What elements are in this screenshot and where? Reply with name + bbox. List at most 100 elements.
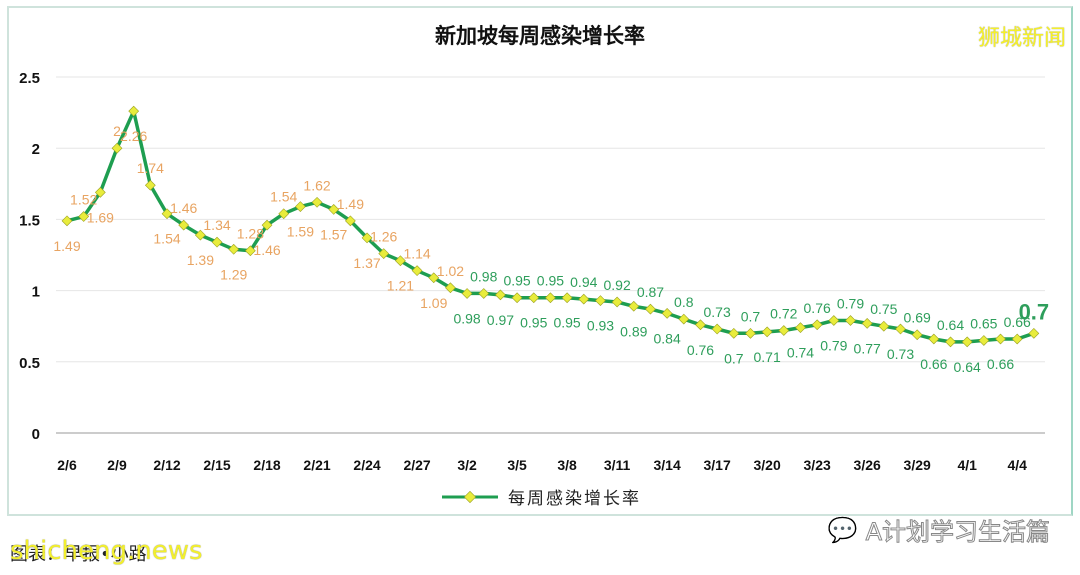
- y-tick-label: 0.5: [19, 355, 40, 372]
- data-label: 0.84: [653, 330, 680, 346]
- x-tick-label: 3/20: [754, 457, 781, 473]
- data-point-marker: [311, 196, 323, 208]
- data-point-marker: [828, 315, 840, 326]
- data-point-marker: [895, 323, 906, 335]
- data-point-marker: [78, 211, 90, 222]
- data-label: 1.59: [287, 224, 314, 240]
- data-label: 0.97: [487, 312, 514, 328]
- data-label: 1.39: [187, 252, 214, 268]
- data-label: 0.95: [537, 273, 564, 289]
- data-label: 1.74: [137, 160, 164, 176]
- data-point-marker: [411, 265, 423, 277]
- data-label: 0.7: [724, 350, 744, 366]
- data-point-marker: [645, 303, 656, 315]
- data-label: 0.76: [687, 342, 714, 358]
- data-point-marker: [511, 292, 523, 304]
- x-tick-label: 2/6: [57, 457, 77, 473]
- data-point-marker: [378, 248, 390, 259]
- data-point-marker: [478, 288, 490, 299]
- data-label: 0.89: [620, 323, 647, 339]
- data-label: 0.69: [904, 310, 931, 326]
- data-label: 0.75: [870, 301, 897, 317]
- watermark: shicheng.news: [10, 536, 203, 566]
- data-label: 0.73: [887, 346, 914, 362]
- data-point-marker: [761, 326, 773, 338]
- data-point-marker: [878, 320, 890, 332]
- data-point-marker: [295, 201, 306, 212]
- wechat-account-name: A计划学习生活篇: [865, 518, 1050, 547]
- data-label: 0.7: [741, 308, 761, 324]
- data-label: 1.69: [87, 209, 114, 225]
- data-point-marker: [845, 315, 856, 326]
- line-chart: 00.511.522.52/6 2/9 2/12 2/15 2/18 2/21 2/24 2/…: [19, 70, 1049, 473]
- data-point-marker: [695, 319, 706, 331]
- data-label: 0.64: [937, 317, 964, 333]
- data-label: 2.26: [120, 128, 147, 144]
- data-label: 1.09: [420, 295, 447, 311]
- data-point-marker: [495, 289, 506, 301]
- data-point-marker: [445, 282, 456, 294]
- brand-logo-text: 狮城新闻: [977, 26, 1066, 51]
- x-tick-label: 2/18: [253, 457, 280, 473]
- data-label: 0.87: [637, 284, 664, 300]
- data-point-marker: [578, 293, 590, 305]
- x-tick-label: 2/21: [303, 457, 330, 473]
- data-point-marker: [595, 295, 606, 306]
- data-point-marker: [94, 186, 106, 198]
- data-label: 0.95: [553, 315, 580, 331]
- data-label: 0.71: [754, 349, 781, 365]
- data-label: 0.93: [587, 318, 614, 334]
- data-point-marker: [228, 243, 240, 255]
- data-point-marker: [811, 319, 823, 331]
- x-tick-label: 2/9: [107, 457, 127, 473]
- data-label: 1.34: [203, 217, 230, 233]
- data-label: 0.95: [520, 315, 547, 331]
- x-tick-label: 3/17: [704, 457, 731, 473]
- data-label: 1.46: [170, 200, 197, 216]
- data-label: 1.29: [220, 266, 247, 282]
- data-point-marker: [461, 288, 473, 299]
- data-point-marker: [978, 335, 990, 346]
- data-point-marker: [928, 333, 940, 345]
- chart-frame: [7, 6, 1073, 516]
- source-credit: 图表：早报•小路: [10, 544, 147, 565]
- data-point-marker: [211, 236, 223, 248]
- data-point-marker: [728, 327, 740, 339]
- x-tick-label: 3/26: [854, 457, 881, 473]
- data-point-marker: [628, 300, 640, 312]
- wechat-icon: 💬: [827, 515, 858, 544]
- data-label: 0.66: [987, 356, 1014, 372]
- data-label: 0.95: [503, 273, 530, 289]
- x-tick-label: 2/27: [403, 457, 430, 473]
- data-point-marker: [178, 219, 190, 231]
- data-point-marker: [795, 322, 806, 333]
- chart-title: 新加坡每周感染增长率: [435, 24, 645, 48]
- x-tick-label: 3/11: [604, 457, 631, 473]
- data-point-marker: [545, 292, 556, 304]
- x-tick-label: 3/14: [653, 457, 680, 473]
- data-label: 1.02: [437, 263, 464, 279]
- data-label: 0.65: [970, 315, 997, 331]
- data-point-marker: [111, 142, 123, 154]
- x-tick-label: 4/1: [957, 457, 977, 473]
- data-point-marker: [778, 325, 790, 336]
- data-label: 0.79: [837, 296, 864, 312]
- data-label: 0.76: [804, 300, 831, 316]
- data-label: 0.8: [674, 294, 694, 310]
- data-label: 0.74: [787, 345, 814, 361]
- data-label: 1.46: [253, 242, 280, 258]
- data-point-marker: [528, 292, 540, 304]
- data-label: 0.98: [453, 310, 480, 326]
- data-point-marker: [1011, 333, 1023, 345]
- x-tick-label: 3/5: [507, 457, 527, 473]
- data-label: 1.26: [370, 229, 397, 245]
- data-label: 1.52: [70, 192, 97, 208]
- data-label: 2: [113, 123, 121, 139]
- data-label: 1.28: [237, 226, 264, 242]
- data-label: 0.64: [954, 359, 981, 375]
- x-tick-label: 3/29: [904, 457, 931, 473]
- x-tick-label: 2/15: [203, 457, 230, 473]
- data-point-marker: [961, 336, 973, 348]
- data-label: 1.54: [153, 231, 180, 247]
- data-point-marker: [678, 313, 690, 325]
